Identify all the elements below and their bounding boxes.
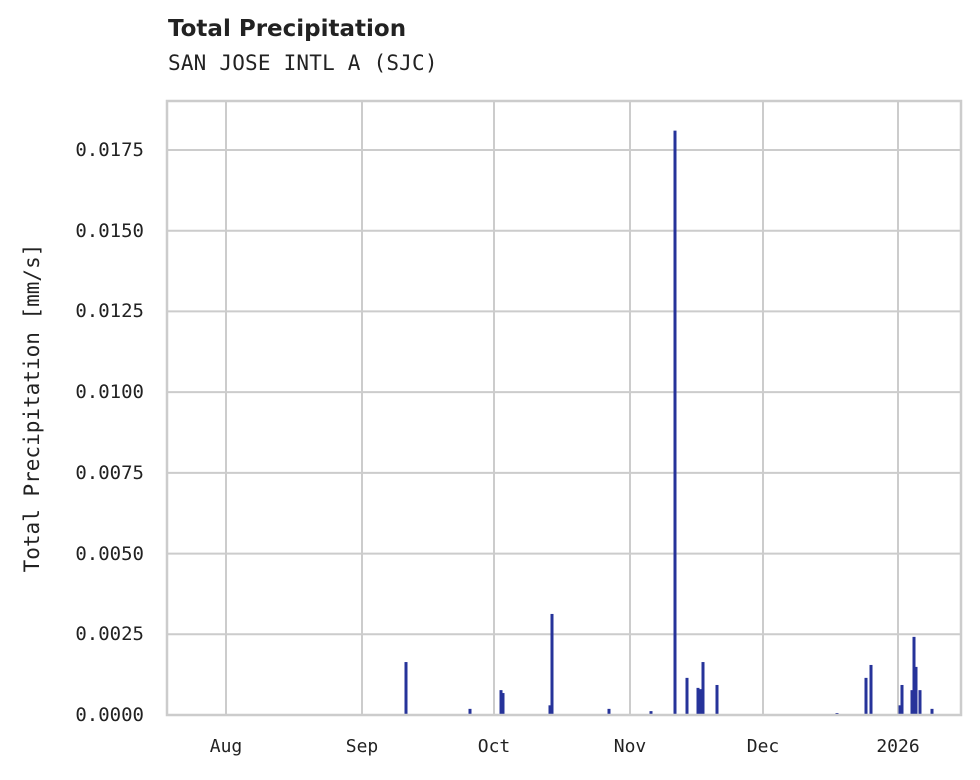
precip-bar <box>404 662 408 715</box>
precip-bar <box>696 687 700 715</box>
precip-bar <box>900 684 904 715</box>
precip-bar <box>649 711 653 715</box>
precip-bar <box>685 677 689 715</box>
y-tick-label: 0.0000 <box>75 704 144 726</box>
precip-bar <box>918 690 922 715</box>
x-tick-label: Aug <box>209 736 243 757</box>
x-tick-label: Sep <box>345 736 379 757</box>
precip-bar <box>869 664 873 715</box>
y-tick-label: 0.0175 <box>75 139 144 161</box>
axes-frame <box>165 99 963 717</box>
precip-bar <box>673 130 677 716</box>
x-tick-label: 2026 <box>876 736 920 757</box>
precip-bar <box>607 708 611 715</box>
precip-bar <box>698 689 702 715</box>
precip-bar <box>715 684 719 715</box>
y-tick-label: 0.0150 <box>75 219 144 242</box>
precip-bar <box>910 690 914 715</box>
y-tick-label: 0.0125 <box>75 300 144 323</box>
chart-title: Total Precipitation <box>168 16 407 42</box>
precip-bar <box>930 708 934 715</box>
y-tick-label: 0.0075 <box>75 461 144 484</box>
y-tick-label: 0.0025 <box>75 623 144 646</box>
x-tick-label: Nov <box>613 736 647 757</box>
x-tick-label: Dec <box>746 736 780 757</box>
precip-bar <box>501 693 505 715</box>
precip-bar <box>468 708 472 715</box>
precip-bar <box>701 662 705 715</box>
x-tick-label: Oct <box>477 736 511 757</box>
chart-subtitle: SAN JOSE INTL A (SJC) <box>168 51 438 75</box>
y-tick-label: 0.0100 <box>75 381 144 404</box>
precip-bar <box>499 690 503 715</box>
precip-bar <box>912 636 916 715</box>
precip-bar <box>914 666 918 715</box>
precip-bar <box>864 677 868 715</box>
precip-bar <box>550 613 554 715</box>
precip-bar <box>548 705 552 715</box>
precip-bar <box>898 705 902 715</box>
y-tick-label: 0.0050 <box>75 542 144 565</box>
